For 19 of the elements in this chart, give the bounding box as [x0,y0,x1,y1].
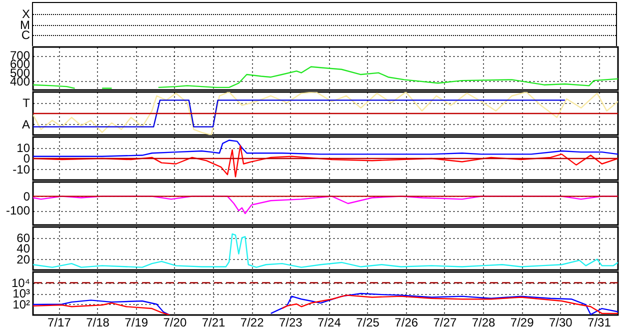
x-tick-label: 7/24 [318,316,342,330]
x-tick-label: 7/30 [548,316,573,330]
x-tick-label: 7/27 [433,316,457,330]
x-tick-label: 7/26 [394,316,418,330]
x-tick-label: 7/18 [86,316,110,330]
x-tick-label: 7/31 [588,316,612,330]
y-tick-label: 0 [23,189,30,204]
x-tick-label: 7/29 [510,316,534,330]
x-tick-label: 7/21 [202,316,226,330]
text: A [22,117,30,132]
x-tick-label: 7/23 [278,316,303,330]
x-tick-label: 7/17 [48,316,72,330]
x-tick-label: 7/19 [124,316,148,330]
text: T [22,96,31,110]
x-tick-label: 7/20 [163,316,187,330]
x-tick-label: 7/25 [356,316,380,330]
x-tick-label: 7/22 [240,316,264,330]
x-tick-label: 7/28 [472,316,496,330]
y-tick-label: -100 [6,204,30,218]
